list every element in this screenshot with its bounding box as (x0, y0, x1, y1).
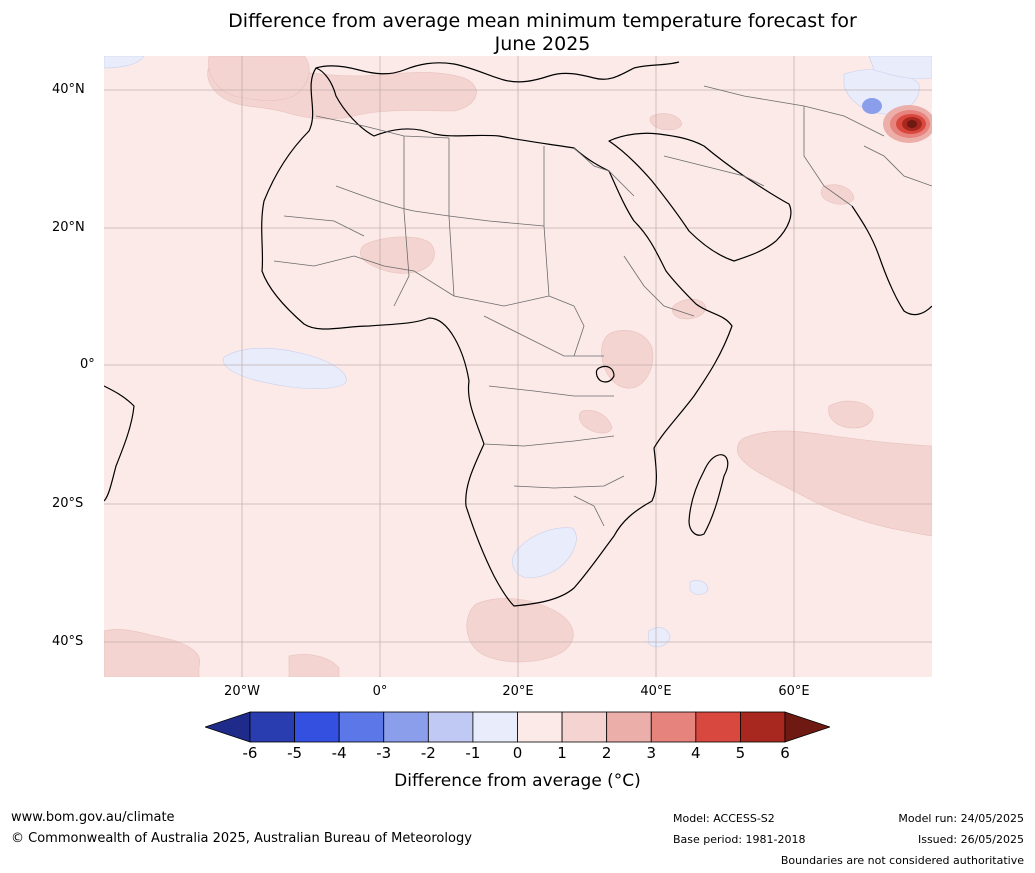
footer-model: Model: ACCESS-S2 (673, 812, 775, 825)
colorbar (205, 711, 830, 743)
lat-label-40s: 40°S (52, 634, 84, 649)
lat-label-40n: 40°N (52, 82, 85, 97)
colorbar-tick-label: 2 (601, 744, 612, 762)
warm-patch-southwest-corner (104, 629, 201, 677)
footer-copyright: © Commonwealth of Australia 2025, Austra… (11, 831, 472, 846)
colorbar-extend-high (784, 711, 830, 743)
colorbar-cell (427, 711, 474, 743)
coastline-africa (261, 67, 733, 607)
colorbar-cell (561, 711, 608, 743)
cool-patch-east-edge (868, 56, 932, 80)
colorbar-tick-label: 5 (735, 744, 746, 762)
lon-label-60e: 60°E (778, 684, 810, 699)
colorbar-tick-label: -3 (376, 744, 392, 762)
graticule (104, 56, 932, 677)
coastlines (104, 61, 932, 607)
colorbar-tick-label: -5 (287, 744, 303, 762)
lat-label-20n: 20°N (52, 220, 85, 235)
colorbar-cell (606, 711, 652, 743)
colorbar-tick-label: -6 (242, 744, 258, 762)
colorbar-tick-label: 0 (512, 744, 523, 762)
title-line-1: Difference from average mean minimum tem… (228, 10, 857, 32)
colorbar-cell (338, 711, 385, 743)
colorbar-tick-label: 3 (646, 744, 657, 762)
cool-anomaly-patches (104, 56, 932, 648)
lon-label-40e: 40°E (640, 684, 672, 699)
colorbar-tick-label: -1 (465, 744, 481, 762)
colorbar-tick-label: -2 (420, 744, 436, 762)
footer-disclaimer: Boundaries are not considered authoritat… (780, 854, 1024, 867)
colorbar-cell (650, 711, 697, 743)
colorbar-tick-label: 6 (780, 744, 790, 762)
title-line-2: June 2025 (494, 33, 591, 55)
lon-label-20e: 20°E (502, 684, 534, 699)
colorbar-tick-label: 1 (557, 744, 567, 762)
coastline-madagascar (688, 454, 729, 536)
lat-label-0: 0° (80, 357, 95, 372)
footer-issued: Issued: 26/05/2025 (917, 833, 1024, 846)
footer-model-run: Model run: 24/05/2025 (898, 812, 1024, 825)
cool-patch-gulf-of-guinea (222, 347, 347, 389)
colorbar-tick-label: 4 (691, 744, 701, 762)
colorbar-cell (472, 711, 518, 743)
colorbar-cell (695, 711, 741, 743)
warm-patch-indian-ocean (737, 430, 932, 537)
footer-website[interactable]: www.bom.gov.au/climate (11, 810, 175, 825)
coastline-lake-victoria (595, 365, 615, 383)
lon-label-20w: 20°W (224, 684, 260, 699)
colorbar-cell (249, 711, 295, 743)
colorbar-label: Difference from average (°C) (394, 771, 641, 791)
lon-label-0: 0° (372, 684, 388, 699)
lat-label-20s: 20°S (52, 496, 84, 511)
hotspot-anomaly (862, 98, 932, 143)
warm-patch-horn (671, 298, 707, 320)
country-borders (273, 85, 932, 527)
warm-patch-indian-ocean-north (828, 400, 874, 429)
warm-patch-mozambique (578, 410, 613, 434)
coastline-south-america (104, 385, 135, 502)
cool-patch-mozambique-channel (689, 580, 709, 595)
colorbar-cell (294, 711, 340, 743)
colorbar-cell (517, 711, 563, 743)
cool-patch-north-atlantic (104, 56, 145, 69)
colorbar-cell (740, 711, 786, 743)
warm-patch-south-edge (288, 654, 340, 677)
colorbar-extend-low (205, 711, 251, 743)
warm-patch-arabia (649, 113, 683, 131)
colorbar-cells (205, 711, 830, 743)
coastline-southern-europe (315, 61, 680, 83)
cool-patch-south-africa (512, 527, 577, 579)
map-title: Difference from average mean minimum tem… (160, 10, 925, 56)
coastline-arabia (608, 132, 792, 262)
forecast-map (104, 56, 932, 677)
colorbar-tick-label: -4 (331, 744, 347, 762)
footer-base-period: Base period: 1981-2018 (673, 833, 806, 846)
coastline-india (851, 205, 932, 316)
colorbar-cell (383, 711, 429, 743)
